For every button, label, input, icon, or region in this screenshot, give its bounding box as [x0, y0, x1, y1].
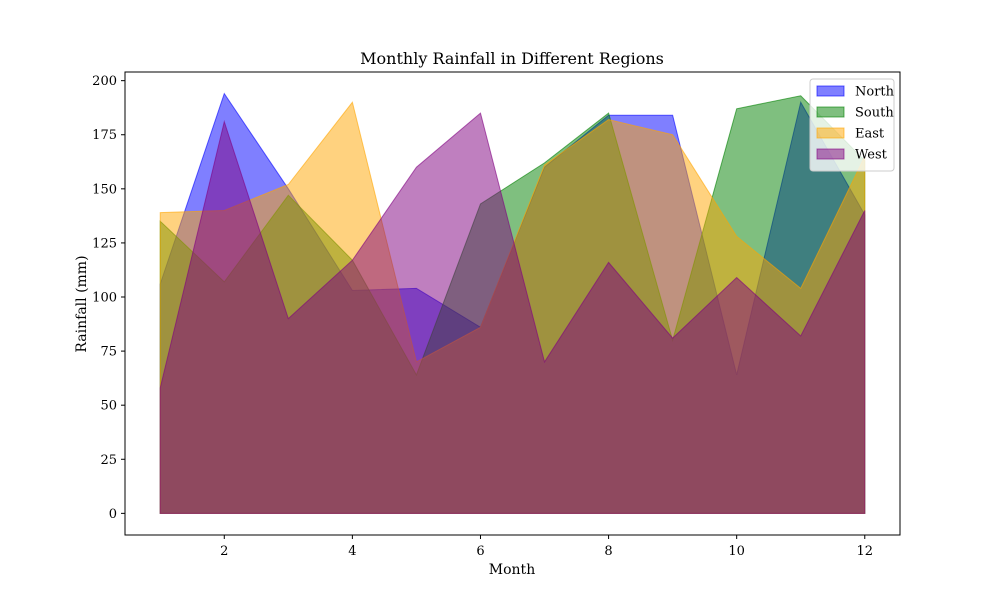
plot-frame — [124, 71, 901, 536]
x-tick-label: 8 — [604, 544, 612, 559]
y-tick-label: 50 — [100, 399, 117, 414]
x-tick-label: 2 — [220, 544, 228, 559]
legend-item-west: West — [816, 148, 888, 163]
y-tick-label: 150 — [92, 182, 117, 197]
y-tick-label: 200 — [92, 74, 117, 89]
x-axis-ticks: 2 4 6 8 10 12 — [220, 535, 873, 559]
legend-swatch-west — [816, 148, 845, 160]
y-tick-label: 0 — [109, 507, 117, 522]
y-axis-label: Rainfall (mm) — [74, 255, 90, 352]
legend: North South East West — [809, 78, 895, 172]
legend-swatch-south — [816, 106, 845, 118]
x-tick-label: 12 — [856, 544, 873, 559]
legend-label-east: East — [855, 127, 885, 142]
y-tick-label: 175 — [92, 128, 117, 143]
x-tick-label: 4 — [348, 544, 356, 559]
y-axis-ticks: 0 25 50 75 100 125 150 175 200 — [92, 74, 125, 522]
legend-swatch-north — [816, 85, 845, 97]
y-tick-label: 100 — [92, 291, 117, 306]
legend-label-west: West — [855, 148, 888, 163]
legend-item-north: North — [816, 85, 895, 100]
y-tick-label: 125 — [92, 236, 117, 251]
series-areas — [159, 92, 866, 514]
area-west — [159, 112, 866, 514]
y-tick-label: 75 — [100, 345, 117, 360]
x-axis-label: Month — [489, 562, 535, 578]
legend-label-south: South — [855, 106, 894, 121]
legend-item-east: East — [816, 127, 885, 142]
chart-title: Monthly Rainfall in Different Regions — [360, 49, 664, 68]
x-tick-label: 6 — [476, 544, 484, 559]
y-tick-label: 25 — [100, 453, 117, 468]
legend-item-south: South — [816, 106, 894, 121]
x-tick-label: 10 — [728, 544, 745, 559]
legend-box — [809, 78, 895, 172]
legend-label-north: North — [855, 85, 895, 100]
legend-swatch-east — [816, 127, 845, 139]
